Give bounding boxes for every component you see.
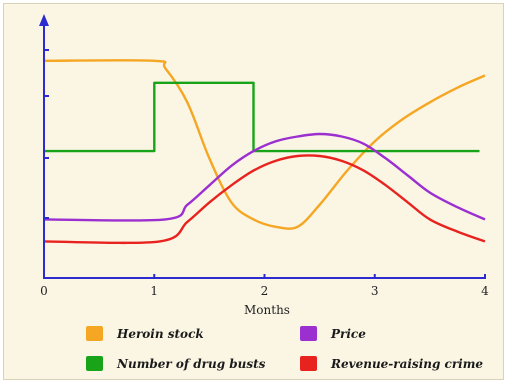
legend-label-revenue-crime: Revenue-raising crime <box>331 356 484 371</box>
x-axis-title: Months <box>244 303 290 317</box>
legend: Heroin stock Price Number of drug busts … <box>86 320 506 376</box>
legend-item-revenue-crime: Revenue-raising crime <box>300 356 483 371</box>
legend-label-heroin-stock: Heroin stock <box>117 326 204 341</box>
legend-label-drug-busts: Number of drug busts <box>117 356 266 371</box>
series-line-revenue-crime <box>43 154 486 245</box>
series-line-heroin-stock <box>43 59 486 230</box>
x-tick-label: 2 <box>261 284 269 298</box>
legend-swatch-price <box>300 326 317 341</box>
series-line-price <box>43 132 486 222</box>
series-layer <box>43 59 486 245</box>
x-tick-label: 1 <box>150 284 158 298</box>
legend-label-price: Price <box>331 326 366 341</box>
ticks-layer: 0 1 2 3 4 <box>40 274 489 298</box>
legend-swatch-revenue-crime <box>300 356 317 371</box>
legend-swatch-heroin-stock <box>86 326 103 341</box>
legend-item-drug-busts: Number of drug busts <box>86 356 265 371</box>
legend-item-heroin-stock: Heroin stock <box>86 326 204 341</box>
x-tick-label: 0 <box>40 284 48 298</box>
legend-item-price: Price <box>300 326 366 341</box>
chart-figure: 0 1 2 3 4 Months Heroin stock Price Number o… <box>3 3 504 380</box>
series-line-drug-busts <box>44 81 480 153</box>
x-tick-label: 3 <box>371 284 379 298</box>
x-tick-label: 4 <box>481 284 489 298</box>
line-chart: 0 1 2 3 4 Months <box>39 14 489 317</box>
legend-swatch-drug-busts <box>86 356 103 371</box>
y-axis-arrow <box>39 14 49 26</box>
